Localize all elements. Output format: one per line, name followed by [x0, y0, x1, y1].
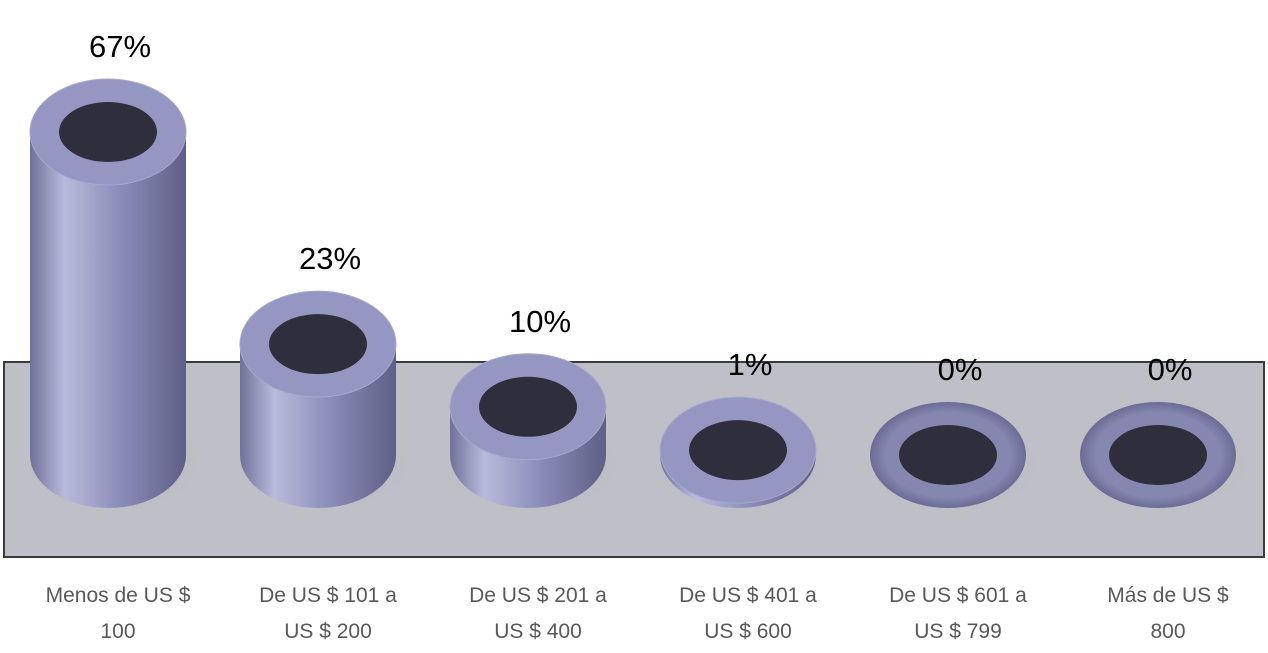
category-label: 800 [1150, 620, 1185, 643]
bar-hole [1109, 425, 1207, 485]
data-labels-group: 67% 23% 10% 1% 0% 0% [89, 29, 1192, 387]
bars-group [22, 78, 1256, 514]
category-label: De US $ 601 a [889, 584, 1027, 607]
bar-hole [479, 376, 577, 437]
bar-hole [899, 425, 997, 485]
bar [870, 402, 1026, 508]
data-label: 0% [938, 352, 983, 387]
category-label: De US $ 101 a [259, 584, 397, 607]
bar-hole [689, 420, 787, 481]
bar-hole [59, 102, 157, 162]
chart-floor [3, 361, 1265, 558]
bar [29, 78, 187, 508]
category-label: Más de US $ [1107, 584, 1229, 607]
bar-hole [269, 314, 367, 375]
bar [449, 353, 607, 508]
data-label: 0% [1148, 352, 1193, 387]
category-label: US $ 600 [704, 620, 792, 643]
category-label: 100 [100, 620, 135, 643]
category-label: Menos de US $ [46, 584, 191, 607]
bar [659, 396, 817, 508]
bar-body [30, 132, 186, 508]
data-label: 10% [509, 304, 571, 339]
category-label: US $ 799 [914, 620, 1002, 643]
bar [239, 290, 397, 508]
data-label: 23% [299, 241, 361, 276]
category-labels-group: Menos de US $ 100 De US $ 101 a US $ 200 De … [46, 584, 1229, 643]
data-label: 1% [728, 347, 773, 382]
category-label: De US $ 401 a [679, 584, 817, 607]
category-label: US $ 200 [284, 620, 372, 643]
category-label: De US $ 201 a [469, 584, 607, 607]
data-label: 67% [89, 29, 151, 64]
bar [1080, 402, 1236, 508]
category-label: US $ 400 [494, 620, 582, 643]
